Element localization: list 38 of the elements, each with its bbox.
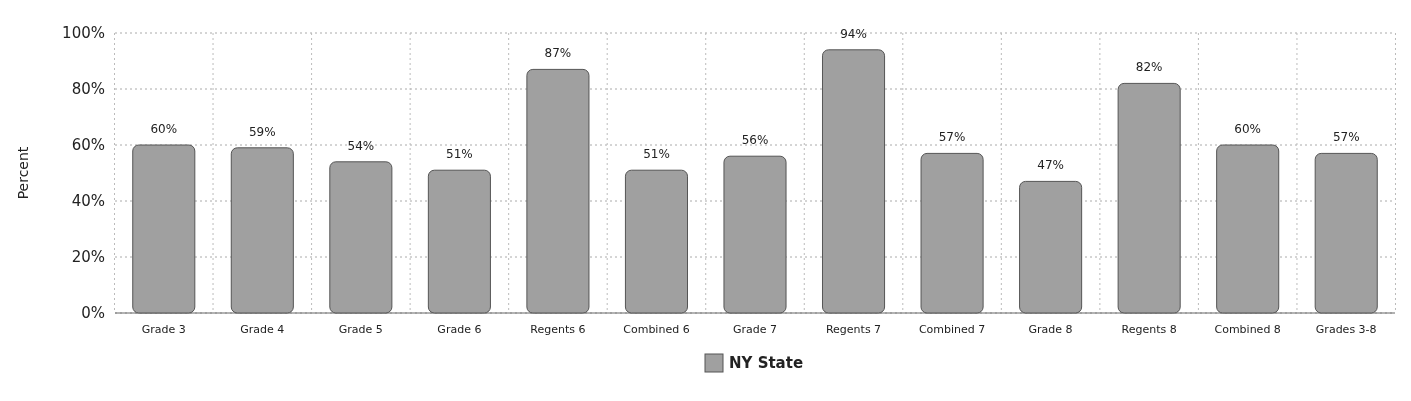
data-label: 94% <box>840 26 867 41</box>
x-tick-label: Regents 7 <box>825 323 882 336</box>
x-tick-label: Combined 7 <box>918 323 986 336</box>
x-tick-label: Regents 8 <box>1121 323 1177 336</box>
y-tick-label: 100% <box>62 24 105 43</box>
y-tick-label: 60% <box>71 136 105 155</box>
x-tick-label: Grade 4 <box>240 323 285 336</box>
y-axis-title: Percent <box>15 146 31 200</box>
x-tick-label: Grade 3 <box>141 323 186 336</box>
x-tick-label: Combined 8 <box>1214 323 1281 336</box>
x-tick-label: Grade 7 <box>732 323 778 336</box>
legend-label: NY State <box>729 354 804 373</box>
x-tick-label: Grades 3-8 <box>1315 323 1377 336</box>
y-tick-label: 0% <box>81 304 105 323</box>
y-tick-label: 80% <box>71 80 105 99</box>
x-tick-label: Combined 6 <box>623 323 690 336</box>
data-label: 57% <box>1332 130 1360 145</box>
data-label: 51% <box>446 147 473 162</box>
data-label: 60% <box>150 122 178 136</box>
x-tick-label: Grade 6 <box>437 323 482 336</box>
data-label: 57% <box>938 130 966 145</box>
data-label: 82% <box>1135 60 1163 75</box>
data-label: 87% <box>544 46 572 61</box>
data-label: 60% <box>1234 122 1262 136</box>
data-label: 56% <box>741 133 769 148</box>
data-label: 54% <box>347 138 375 153</box>
data-label: 51% <box>643 147 670 162</box>
bar <box>1314 152 1378 314</box>
x-tick-label: Grade 8 <box>1028 323 1073 336</box>
y-tick-label: 40% <box>71 192 105 211</box>
data-label: 59% <box>248 124 276 139</box>
bar <box>329 161 393 314</box>
data-label: 47% <box>1037 158 1064 173</box>
bar <box>624 169 688 314</box>
y-tick-label: 20% <box>71 248 105 267</box>
x-tick-label: Regents 6 <box>530 323 586 336</box>
x-tick-label: Grade 5 <box>338 323 383 336</box>
bar <box>1019 180 1083 314</box>
